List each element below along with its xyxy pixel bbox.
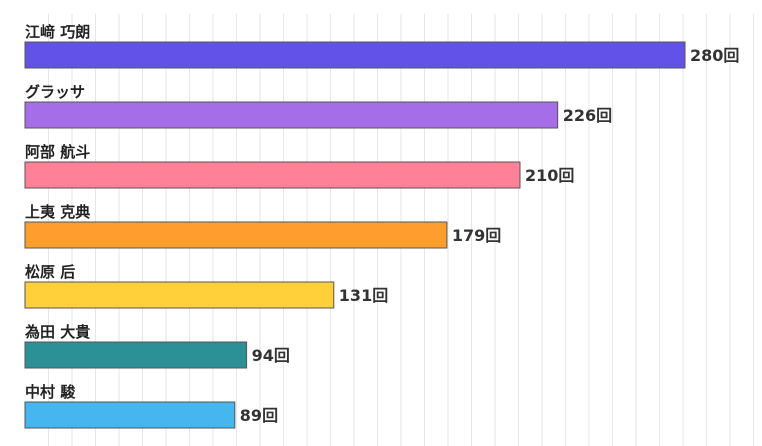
category-label: 為田 大貴 [24, 323, 90, 341]
value-label: 94回 [252, 346, 290, 365]
category-label: 江﨑 巧朗 [25, 23, 90, 41]
value-label: 131回 [339, 286, 388, 305]
value-label: 179回 [452, 226, 501, 245]
bar [24, 41, 686, 69]
value-label: 226回 [563, 106, 612, 125]
category-label: 阿部 航斗 [25, 143, 90, 161]
category-label: 松原 后 [25, 263, 75, 281]
value-label: 280回 [690, 46, 739, 65]
bar [24, 281, 335, 309]
category-label: 中村 駿 [25, 383, 76, 401]
value-label: 210回 [525, 166, 574, 185]
value-label: 89回 [240, 406, 278, 425]
category-label: 上夷 克典 [25, 203, 90, 221]
bar [24, 161, 521, 189]
bar [24, 341, 248, 369]
category-label: グラッサ [25, 83, 85, 101]
bar [24, 401, 236, 429]
bar [24, 221, 448, 249]
bar [24, 101, 559, 129]
